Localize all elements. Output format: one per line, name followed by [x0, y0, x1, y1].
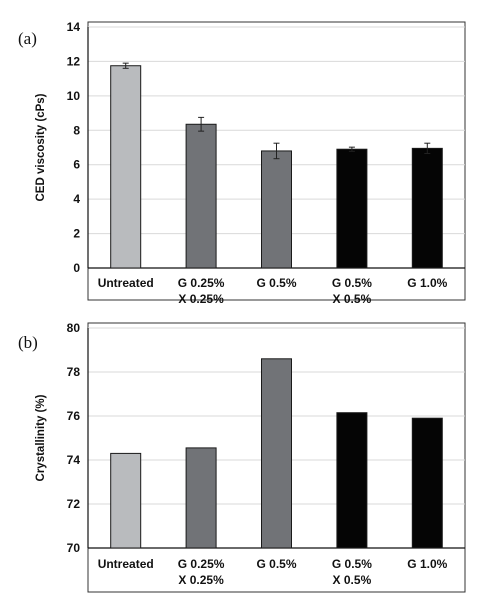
y-tick-label: 6 [73, 158, 80, 172]
error-bar [348, 146, 355, 152]
y-tick-label: 76 [67, 409, 81, 423]
error-bar [424, 142, 431, 155]
panel-label: (a) [18, 29, 37, 48]
x-tick-label: G 0.25% X 0.25% [178, 557, 225, 587]
y-tick-label: 14 [67, 20, 81, 34]
x-tick-label: G 0.5% [256, 276, 296, 290]
x-tick-label: G 1.0% [407, 276, 447, 290]
y-tick-label: 70 [67, 541, 81, 555]
chart-panel-b: (b) 70 72 74 76 78 80 Crystallinity (%) Untreate… [18, 321, 466, 593]
y-tick-label: 74 [67, 453, 81, 467]
bar [336, 148, 368, 269]
y-tick-label: 8 [73, 123, 80, 137]
y-axis-title: Crystallinity (%) [35, 394, 47, 481]
x-tick-label: G 0.5% X 0.5% [332, 557, 372, 587]
bar [336, 412, 368, 549]
bar [411, 147, 443, 269]
x-tick-label: G 0.5% X 0.5% [332, 276, 372, 306]
panel-label: (b) [18, 333, 38, 352]
y-tick-label: 12 [67, 54, 81, 68]
bar [185, 447, 217, 549]
bar [185, 123, 217, 269]
bar [261, 358, 292, 549]
chart-panel-a: (a) 0 2 4 6 8 10 12 14 CED viscosity (cPs) Untreat… [18, 20, 466, 306]
y-axis-title: CED viscosity (cPs) [35, 93, 47, 201]
y-tick-label: 4 [73, 192, 80, 206]
y-tick-label: 0 [73, 261, 80, 275]
x-tick-label: Untreated [98, 557, 154, 571]
error-bar [273, 142, 280, 160]
y-tick-label: 2 [73, 227, 80, 241]
x-tick-label: G 1.0% [407, 557, 447, 571]
y-tick-label: 80 [67, 321, 81, 335]
x-tick-label: Untreated [98, 276, 154, 290]
y-tick-label: 78 [67, 365, 81, 379]
bar [261, 150, 292, 269]
bar [110, 452, 142, 549]
error-bar [198, 116, 205, 132]
y-tick-label: 72 [67, 497, 81, 511]
bar [110, 65, 142, 269]
error-bar [122, 62, 129, 69]
x-tick-label: G 0.25% X 0.25% [178, 276, 225, 306]
x-tick-label: G 0.5% [256, 557, 296, 571]
bar [411, 417, 443, 549]
y-tick-label: 10 [67, 89, 81, 103]
